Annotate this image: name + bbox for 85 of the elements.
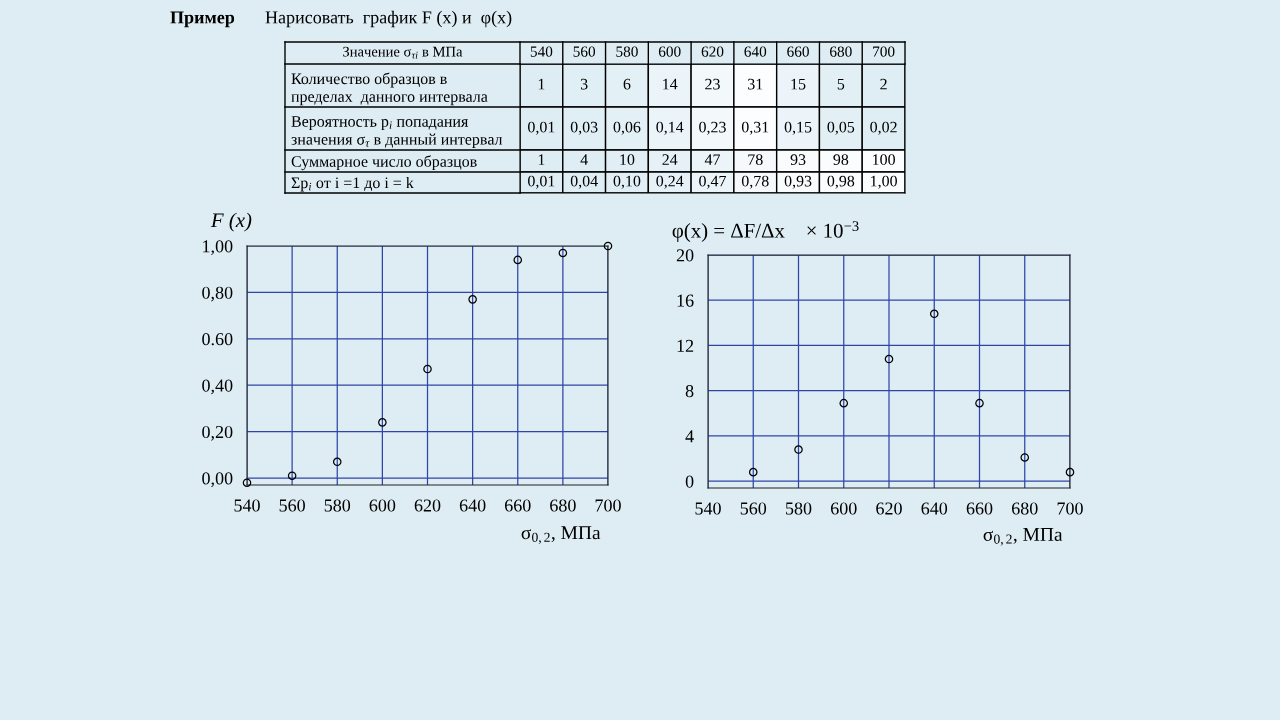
- data-label: 78: [748, 154, 763, 165]
- x-tick-label: 560: [573, 46, 596, 57]
- category-label: Вероятность p$_{i}$ попадания значения σ$_{τ}$ в данный интервал: [291, 116, 503, 148]
- data-label: 0,04: [570, 175, 598, 189]
- data-label: 10: [620, 154, 635, 165]
- y-tick-label: 8: [685, 384, 694, 398]
- x-tick-label: 620: [414, 499, 441, 512]
- y-tick-label: 0,80: [202, 286, 233, 302]
- data-label: 1,00: [871, 175, 897, 189]
- x-tick-label: 580: [616, 46, 638, 57]
- data-label: 4: [580, 154, 588, 165]
- x-tick-label: 620: [876, 502, 902, 515]
- x-tick-label: 640: [459, 499, 486, 512]
- data-label: 0,93: [784, 175, 812, 189]
- x-tick-label: 600: [830, 502, 857, 515]
- x-tick-label: 640: [744, 46, 767, 57]
- data-label: 47: [704, 154, 721, 165]
- y-tick-label: 20: [676, 249, 694, 262]
- x-tick-label: 680: [550, 499, 576, 512]
- data-label: 0,23: [699, 121, 726, 135]
- y-tick-label: Суммарное число образцов: [291, 155, 477, 171]
- x-tick-label: 700: [1057, 502, 1083, 515]
- data-label: 98: [833, 154, 849, 165]
- data-label: 0,98: [827, 175, 855, 189]
- x-tick-label: 680: [1011, 502, 1038, 515]
- x-tick-label: 540: [234, 499, 260, 512]
- y-tick-label: 0,40: [202, 379, 233, 395]
- y-tick-label: 16: [677, 294, 694, 307]
- data-label: 24: [662, 154, 678, 165]
- x-tick-label: 680: [830, 46, 852, 57]
- data-label: 0,02: [870, 121, 897, 135]
- x-tick-label: 560: [740, 502, 767, 515]
- data-label: 3: [580, 78, 588, 90]
- x-tick-label: 620: [701, 46, 724, 57]
- data-label: 0,31: [741, 121, 769, 135]
- data-label: 0,15: [784, 121, 812, 135]
- data-label: 0,03: [570, 121, 598, 135]
- x-tick-label: 600: [658, 46, 681, 57]
- x-tick-label: 640: [921, 502, 948, 515]
- data-label: 0,05: [827, 121, 855, 135]
- y-tick-label: 4: [685, 430, 694, 443]
- x-axis-title: σ$_{0,2}$, МПа: [983, 528, 1063, 546]
- x-tick-label: 540: [530, 46, 553, 57]
- y-axis-title: φ(x) = ΔF/Δx × 10$^{−3}$: [672, 221, 859, 242]
- data-label: 0,47: [699, 175, 727, 189]
- data-label: 0,78: [741, 175, 769, 189]
- y-tick-label: 0.60: [202, 333, 233, 346]
- data-label: 0,01: [528, 175, 555, 189]
- y-tick-label: 1,00: [203, 240, 233, 256]
- data-label: 2: [880, 78, 887, 90]
- x-tick-label: 580: [786, 502, 812, 515]
- data-label: 1: [538, 154, 545, 165]
- x-tick-label: 700: [873, 46, 895, 57]
- data-label: 6: [623, 78, 631, 90]
- data-label: 15: [791, 78, 806, 90]
- y-tick-label: Σp$_{i}$ от i =1 до i = k: [291, 176, 414, 192]
- data-label: 1: [538, 78, 545, 90]
- data-label: 23: [705, 78, 720, 90]
- x-tick-label: 700: [595, 499, 621, 512]
- x-tick-label: 660: [966, 502, 993, 515]
- x-tick-label: 660: [787, 46, 809, 57]
- data-label: 0,24: [656, 175, 684, 189]
- x-tick-label: 600: [369, 499, 396, 512]
- y-tick-label: 0,00: [202, 472, 233, 488]
- chart-subtitle: Нарисовать график F (x) и φ(x): [265, 10, 512, 28]
- text: Пример: [170, 11, 235, 28]
- data-label: 93: [790, 154, 806, 165]
- x-tick-label: 660: [504, 499, 531, 512]
- data-label: 5: [837, 78, 845, 90]
- x-axis-title: Значение σ$_{τi}$ в МПа: [343, 46, 463, 59]
- x-axis-title: σ$_{0,2}$, МПа: [521, 526, 601, 544]
- data-label: 14: [663, 78, 678, 90]
- x-tick-label: 540: [695, 502, 721, 515]
- y-tick-label: 0: [685, 475, 694, 488]
- y-tick-label: 0,20: [202, 425, 233, 441]
- data-label: 0,14: [656, 121, 684, 135]
- data-label: 0,10: [613, 175, 641, 189]
- data-label: 100: [873, 154, 895, 165]
- y-tick-label: 12: [677, 339, 694, 352]
- data-label: 0,01: [528, 121, 555, 135]
- x-tick-label: 560: [279, 499, 305, 512]
- y-axis-title: F (x): [210, 212, 252, 232]
- data-label: 0,06: [613, 121, 641, 135]
- x-tick-label: 580: [324, 499, 351, 512]
- data-label: 31: [748, 78, 763, 90]
